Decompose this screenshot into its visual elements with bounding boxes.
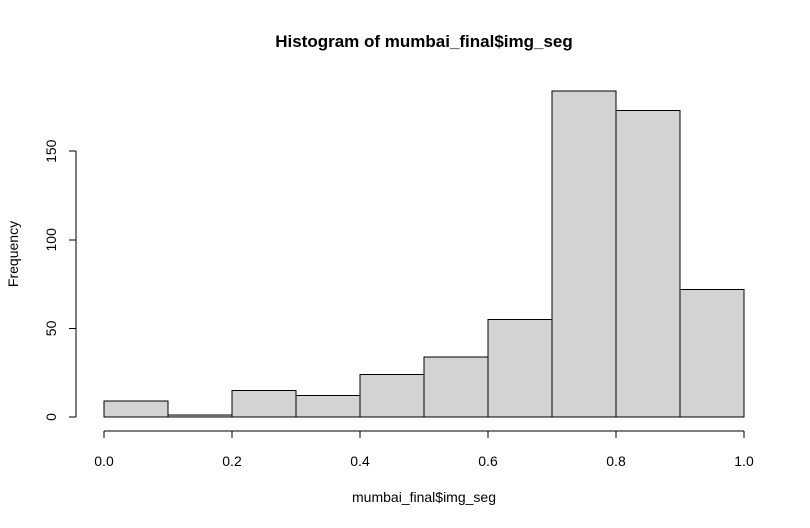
y-axis-ticks: 0 50 100 150 (43, 139, 76, 421)
x-tick-label: 0.8 (606, 453, 626, 469)
y-tick-label: 50 (43, 320, 59, 336)
x-tick-label: 0.4 (350, 453, 370, 469)
x-tick-label: 0.0 (94, 453, 114, 469)
histogram-bar (551, 90, 617, 418)
histogram-bars (103, 90, 745, 418)
histogram-bar (423, 356, 489, 418)
x-axis-label: mumbai_final$img_seg (352, 489, 496, 505)
x-axis-ticks: 0.0 0.2 0.4 0.6 0.8 1.0 (94, 431, 754, 469)
histogram-bar (487, 319, 553, 418)
x-tick-label: 0.2 (222, 453, 242, 469)
histogram-bar (615, 109, 681, 418)
histogram-bar (231, 389, 297, 418)
histogram-bar (167, 414, 233, 418)
chart-title: Histogram of mumbai_final$img_seg (275, 32, 573, 51)
y-tick-label: 0 (43, 413, 59, 421)
x-axis: 0.0 0.2 0.4 0.6 0.8 1.0 (94, 430, 754, 469)
y-tick-label: 100 (43, 228, 59, 252)
histogram-bar (359, 373, 425, 418)
x-tick-label: 1.0 (734, 453, 754, 469)
histogram-bar (295, 395, 361, 418)
y-axis-label: Frequency (5, 221, 21, 287)
histogram-bar (679, 288, 745, 418)
x-tick-label: 0.6 (478, 453, 498, 469)
y-tick-label: 150 (43, 139, 59, 163)
histogram-bar (103, 400, 169, 418)
y-axis: 0 50 100 150 (43, 139, 77, 421)
